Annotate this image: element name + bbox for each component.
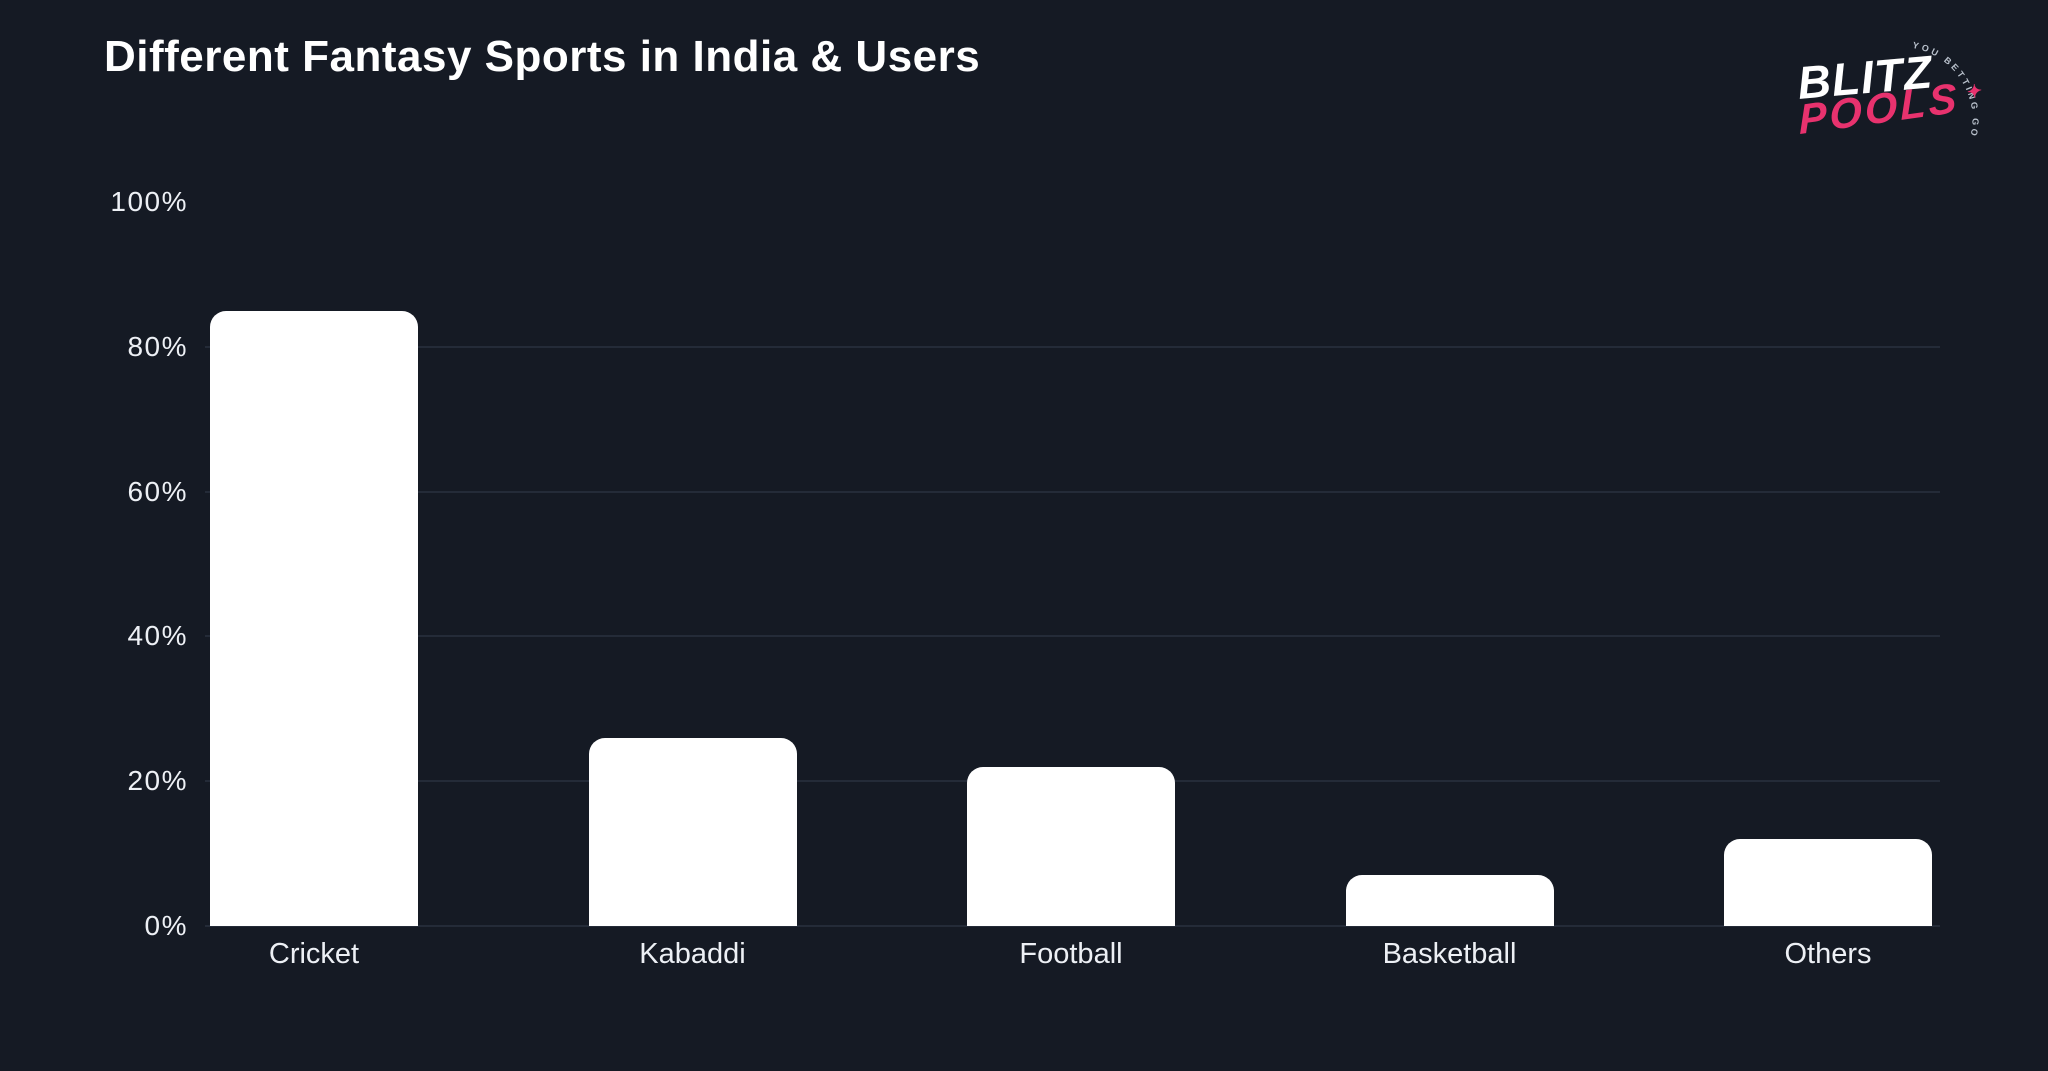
gridline-80 (205, 345, 1940, 348)
y-tick-0: 0% (144, 910, 188, 941)
y-tick-100: 100% (110, 186, 188, 217)
gridline-0 (205, 925, 1940, 927)
x-label-kabaddi: Kabaddi (639, 938, 746, 970)
bar-cricket (210, 310, 418, 926)
x-label-football: Football (1019, 938, 1123, 970)
x-label-basketball: Basketball (1382, 938, 1517, 970)
bar-basketball (1345, 875, 1554, 926)
x-label-others: Others (1784, 938, 1872, 970)
gridline-60 (205, 490, 1940, 493)
y-tick-20: 20% (127, 765, 188, 797)
logo-arc-text: YOU BETTING GOALS (1860, 25, 1993, 140)
bar-others (1724, 839, 1932, 926)
y-tick-80: 80% (127, 330, 188, 362)
bar-football (967, 766, 1175, 926)
gridline-40 (205, 635, 1940, 638)
x-label-cricket: Cricket (268, 938, 360, 970)
y-tick-40: 40% (127, 620, 188, 652)
blitzpools-logo: YOU BETTING GOALS BLITZ POOLS ✦ (1790, 20, 2010, 145)
y-tick-60: 60% (127, 475, 188, 507)
page-title: Different Fantasy Sports in India & User… (104, 32, 981, 81)
bar-kabaddi (588, 737, 797, 926)
